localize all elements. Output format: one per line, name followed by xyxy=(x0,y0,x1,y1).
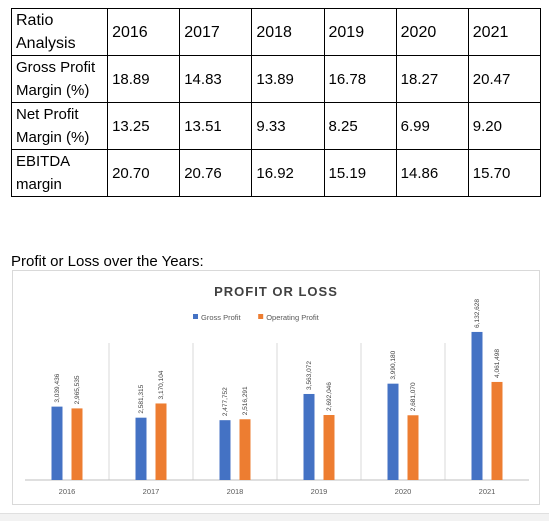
table-cell: 18.89 xyxy=(107,55,181,103)
x-tick-label: 2016 xyxy=(59,487,76,496)
x-tick-label: 2020 xyxy=(395,487,412,496)
table-cell: 16.92 xyxy=(251,149,325,197)
table-header-year: 2021 xyxy=(467,8,542,56)
table-cell: 6.99 xyxy=(395,102,469,150)
bar-operating-profit xyxy=(71,408,83,480)
table-cell: 13.25 xyxy=(107,102,181,150)
table-row: EBITDA margin 20.70 20.76 16.92 15.19 14… xyxy=(10,149,542,197)
table-row: Net Profit Margin (%) 13.25 13.51 9.33 8… xyxy=(10,102,542,150)
table-header-row: Ratio Analysis 2016 2017 2018 2019 2020 … xyxy=(10,8,542,56)
bar-operating-profit xyxy=(155,403,167,480)
bar-operating-profit xyxy=(323,415,335,480)
bar-data-label: 6,132,628 xyxy=(474,299,481,328)
table-header-label: Ratio Analysis xyxy=(10,8,109,56)
table-cell: 13.51 xyxy=(179,102,253,150)
page-bottom-bar xyxy=(0,513,549,521)
legend-label: Operating Profit xyxy=(266,313,319,322)
table-cell: 9.20 xyxy=(467,102,542,150)
table-cell: 9.33 xyxy=(251,102,325,150)
bar-data-label: 2,581,315 xyxy=(138,384,145,413)
x-tick-label: 2017 xyxy=(143,487,160,496)
table-cell: 13.89 xyxy=(251,55,325,103)
row-label: EBITDA margin xyxy=(10,149,109,197)
table-cell: 15.19 xyxy=(323,149,397,197)
bar-gross-profit xyxy=(219,420,231,480)
table-cell: 8.25 xyxy=(323,102,397,150)
bar-operating-profit xyxy=(491,381,503,480)
table-header-year: 2016 xyxy=(107,8,181,56)
table-cell: 20.76 xyxy=(179,149,253,197)
ratio-analysis-table: Ratio Analysis 2016 2017 2018 2019 2020 … xyxy=(10,8,542,197)
bar-gross-profit xyxy=(51,406,63,480)
bar-data-label: 3,170,104 xyxy=(158,370,165,399)
bar-data-label: 4,061,498 xyxy=(494,349,501,378)
chart-legend: Gross Profit Operating Profit xyxy=(193,313,320,322)
table-cell: 16.78 xyxy=(323,55,397,103)
table-header-year: 2017 xyxy=(179,8,253,56)
x-tick-label: 2021 xyxy=(479,487,496,496)
bar-data-label: 2,516,291 xyxy=(242,386,249,415)
table-cell: 14.83 xyxy=(179,55,253,103)
bar-data-label: 3,990,180 xyxy=(390,350,397,379)
bar-gross-profit xyxy=(471,331,483,480)
table-cell: 15.70 xyxy=(467,149,542,197)
bar-operating-profit xyxy=(239,419,251,480)
bar-gross-profit xyxy=(387,383,399,480)
legend-swatch xyxy=(193,314,198,319)
bar-data-label: 3,563,072 xyxy=(306,361,313,390)
bar-gross-profit xyxy=(303,393,315,480)
chart-bars xyxy=(51,331,503,480)
chart-title: PROFIT OR LOSS xyxy=(214,284,338,299)
row-label: Gross Profit Margin (%) xyxy=(10,55,109,103)
table-row: Gross Profit Margin (%) 18.89 14.83 13.8… xyxy=(10,55,542,103)
bar-gross-profit xyxy=(135,417,147,480)
row-label: Net Profit Margin (%) xyxy=(10,102,109,150)
x-tick-label: 2018 xyxy=(227,487,244,496)
table-header-year: 2020 xyxy=(395,8,469,56)
bar-data-label: 2,477,752 xyxy=(222,387,229,416)
bar-data-label: 3,039,436 xyxy=(54,373,61,402)
table-cell: 18.27 xyxy=(395,55,469,103)
bar-data-label: 2,681,070 xyxy=(410,382,417,411)
profit-loss-chart: PROFIT OR LOSS Gross Profit Operating Pro… xyxy=(12,270,540,505)
legend-swatch xyxy=(258,314,264,319)
chart-caption: Profit or Loss over the Years: xyxy=(11,253,204,270)
chart-canvas: PROFIT OR LOSS Gross Profit Operating Pro… xyxy=(25,284,529,496)
bar-data-label: 2,965,535 xyxy=(74,375,81,404)
x-tick-label: 2019 xyxy=(311,487,328,496)
table-cell: 14.86 xyxy=(395,149,469,197)
legend-label: Gross Profit xyxy=(201,313,242,322)
bar-data-label: 2,692,046 xyxy=(326,382,333,411)
table-header-year: 2018 xyxy=(251,8,325,56)
bar-operating-profit xyxy=(407,415,419,480)
table-header-year: 2019 xyxy=(323,8,397,56)
chart-data-labels: 3,039,436 2,965,535 2,581,315 3,170,104 2,47… xyxy=(54,299,501,417)
table-cell: 20.70 xyxy=(107,149,181,197)
table-cell: 20.47 xyxy=(467,55,542,103)
chart-grid xyxy=(25,343,529,481)
chart-x-axis: 2016 2017 2018 2019 2020 2021 xyxy=(59,487,496,496)
